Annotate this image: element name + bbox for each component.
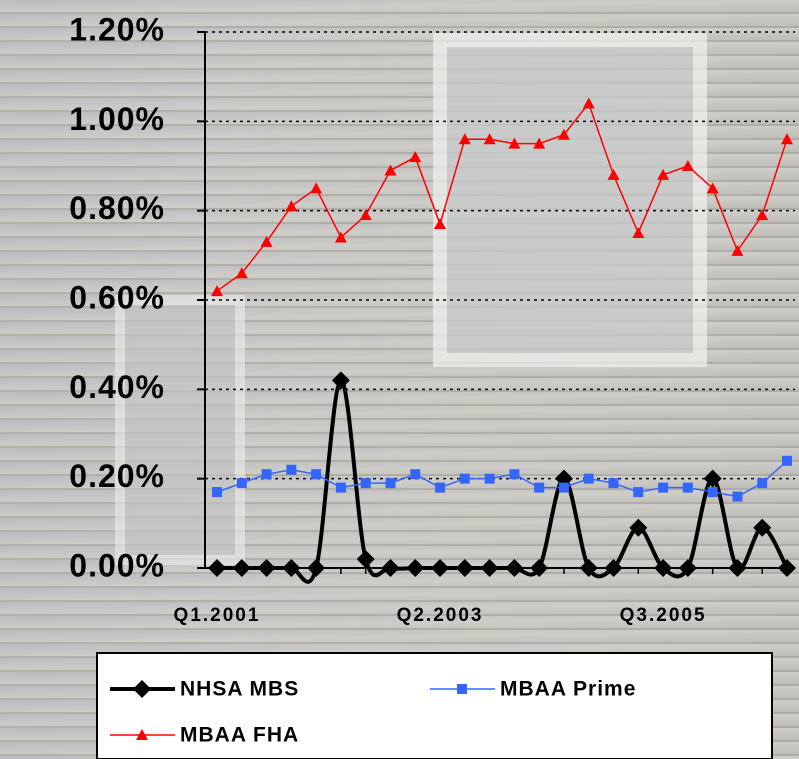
data-point [778, 559, 796, 577]
data-point [212, 487, 222, 498]
y-tick-label: 0.40% [69, 369, 165, 405]
data-point [235, 267, 248, 279]
x-tick-label: Q1.2001 [174, 605, 261, 626]
y-tick-label: 0.20% [69, 458, 165, 494]
data-point [261, 469, 272, 480]
data-point [286, 464, 297, 475]
data-point [682, 482, 693, 493]
data-point [356, 550, 375, 569]
data-point [703, 469, 722, 488]
data-point [608, 478, 619, 489]
data-point [654, 559, 673, 577]
data-point [678, 559, 697, 577]
data-point [533, 137, 546, 149]
data-point [232, 559, 251, 577]
data-point [505, 559, 524, 577]
data-point [260, 235, 273, 247]
data-point [455, 559, 474, 577]
data-point [359, 209, 372, 221]
data-point [757, 478, 768, 489]
data-point [435, 482, 446, 493]
data-point [360, 478, 371, 489]
y-tick-label: 0.00% [69, 547, 165, 583]
data-point [431, 559, 450, 577]
data-point [334, 231, 347, 243]
data-point [534, 482, 545, 493]
data-point [208, 559, 226, 577]
data-point [530, 559, 549, 577]
y-tick-label: 0.60% [69, 279, 165, 315]
data-point [632, 227, 645, 238]
x-tick-label: Q3.2005 [620, 605, 707, 626]
legend-marker [136, 729, 148, 740]
data-point [335, 482, 346, 493]
data-point [211, 285, 223, 297]
data-point [728, 559, 747, 577]
data-point [381, 559, 400, 577]
data-point [583, 473, 594, 484]
data-point [707, 487, 718, 498]
data-point [311, 469, 322, 480]
data-point [310, 182, 323, 194]
data-point [458, 133, 471, 145]
data-point [331, 371, 350, 390]
data-point [434, 218, 447, 230]
data-point [658, 482, 669, 493]
data-point [384, 164, 397, 176]
data-point [681, 160, 694, 171]
data-point [385, 478, 396, 489]
data-point [480, 559, 499, 577]
y-tick-label: 1.00% [69, 101, 165, 137]
data-point [781, 133, 793, 145]
data-point [410, 469, 421, 480]
y-tick-label: 1.20% [69, 11, 165, 47]
x-tick-label: Q2.2003 [397, 605, 484, 626]
legend-label: MBAA Prime [500, 678, 636, 701]
data-point [236, 478, 247, 489]
data-point [582, 97, 595, 109]
data-point [509, 469, 520, 480]
background-window [115, 295, 245, 565]
data-point [604, 559, 623, 577]
data-point [484, 473, 495, 484]
legend-marker [457, 684, 467, 694]
data-point [706, 182, 719, 194]
data-point [257, 559, 276, 577]
legend-marker [133, 680, 151, 698]
data-point [732, 491, 743, 502]
data-point [782, 455, 792, 466]
legend-label: NHSA MBS [180, 678, 299, 701]
data-point [629, 518, 648, 537]
data-point [508, 137, 521, 149]
data-point [307, 559, 326, 577]
data-point [557, 128, 570, 140]
data-point [459, 473, 470, 484]
legend-box [96, 652, 773, 759]
data-point [731, 244, 744, 256]
data-point [607, 168, 620, 180]
data-point [579, 559, 598, 577]
data-point [756, 209, 769, 221]
legend-label: MBAA FHA [180, 724, 299, 747]
data-point [282, 559, 301, 577]
background-window [433, 33, 707, 367]
data-point [285, 200, 298, 212]
data-point [409, 151, 422, 163]
data-point [633, 487, 644, 498]
data-point [406, 559, 425, 577]
data-point [483, 133, 496, 145]
y-tick-label: 0.80% [69, 190, 165, 226]
data-point [753, 518, 772, 537]
data-point [657, 168, 670, 180]
data-point [558, 482, 569, 493]
